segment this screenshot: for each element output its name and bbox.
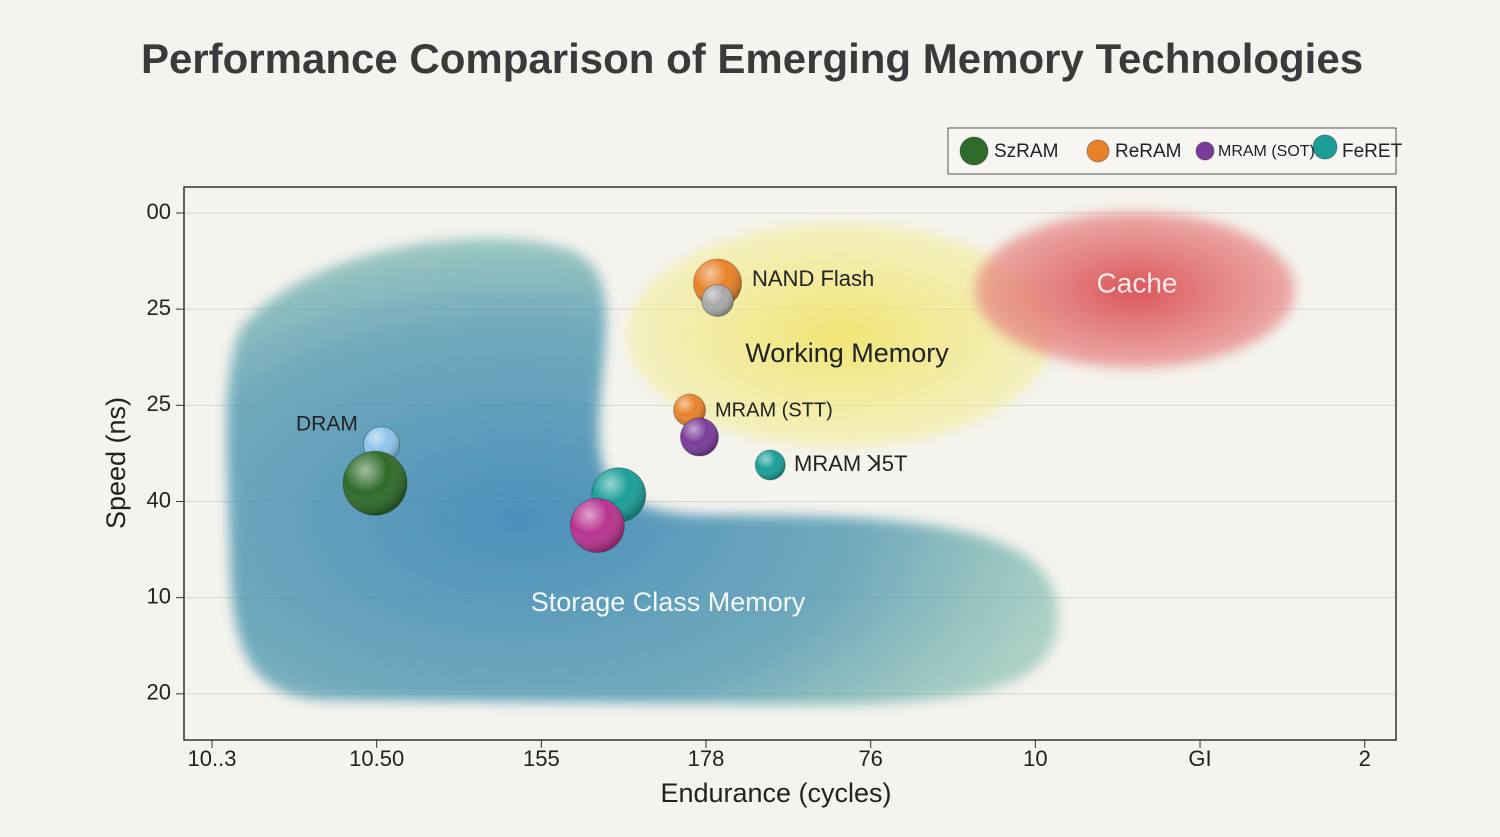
- x-tick-label: 76: [858, 746, 882, 771]
- cache-region: [975, 212, 1295, 368]
- region-label: Working Memory: [745, 338, 949, 368]
- y-tick-label: 00: [147, 199, 171, 224]
- annotation: NAND Flash: [752, 266, 874, 291]
- region-label: Cache: [1097, 267, 1178, 298]
- x-tick-label: 10.50: [349, 746, 404, 771]
- bubble: [679, 417, 719, 457]
- x-tick-label: 2: [1359, 746, 1371, 771]
- y-tick-label: 25: [147, 391, 171, 416]
- y-tick-label: 25: [147, 295, 171, 320]
- x-tick-label: GI: [1188, 746, 1211, 771]
- y-tick-label: 10: [147, 583, 171, 608]
- annotation: MRAM ꓘ5T: [794, 451, 907, 476]
- legend-label: MRAM (SOT): [1218, 143, 1315, 160]
- legend-label: ReRAM: [1115, 141, 1182, 162]
- bubble: [342, 450, 408, 516]
- x-tick-label: 10: [1023, 746, 1047, 771]
- legend-swatch: [1312, 134, 1338, 160]
- annotation: MRAM (STT): [715, 399, 833, 421]
- legend-swatch: [1086, 139, 1110, 163]
- y-axis-label: Speed (ns): [101, 397, 131, 529]
- x-tick-label: 178: [688, 746, 725, 771]
- legend-label: FeRET: [1342, 141, 1403, 162]
- legend-swatch: [959, 136, 989, 166]
- x-axis-label: Endurance (cycles): [660, 778, 891, 808]
- plot-frame: [183, 186, 1397, 741]
- x-tick-label: 155: [523, 746, 560, 771]
- chart-title: Performance Comparison of Emerging Memor…: [141, 35, 1363, 82]
- bubble: [569, 498, 625, 554]
- annotation: DRAM: [296, 413, 358, 436]
- y-tick-label: 40: [147, 487, 171, 512]
- legend-label: SzRAM: [994, 141, 1058, 162]
- x-tick-label: 10..3: [188, 746, 237, 771]
- bubble: [754, 449, 786, 481]
- storage-region: [226, 238, 1059, 705]
- y-tick-label: 20: [147, 680, 171, 705]
- bubble: [701, 283, 735, 317]
- legend-swatch: [1195, 141, 1215, 161]
- region-label: Storage Class Memory: [531, 587, 806, 617]
